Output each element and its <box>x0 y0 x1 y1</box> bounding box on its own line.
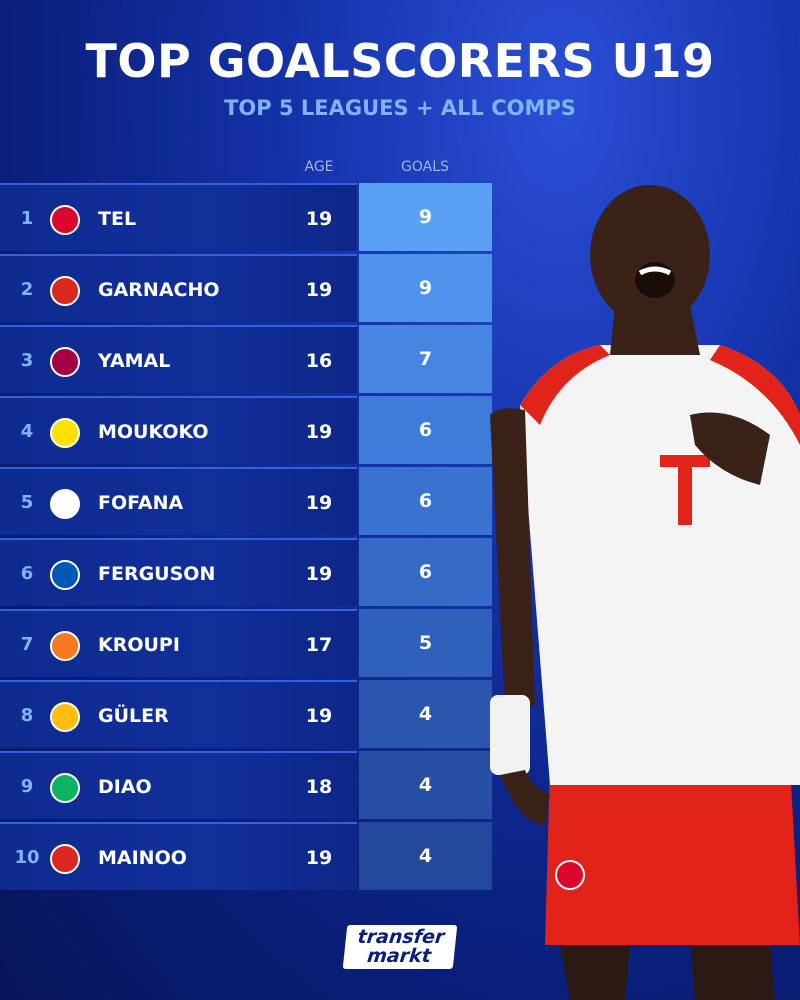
rank-number: 8 <box>20 705 34 726</box>
rank-number: 5 <box>20 492 34 513</box>
goals-cell: 6 <box>359 538 492 606</box>
goals-cell: 6 <box>359 396 492 464</box>
logo-text-markt: markt <box>366 945 433 967</box>
row-main-cell: 5 FOFANA 19 <box>0 467 357 535</box>
table-row: 1 TEL 19 9 <box>0 183 492 251</box>
row-main-cell: 10 MAINOO 19 <box>0 822 357 890</box>
player-goals: 4 <box>418 774 433 796</box>
rank-number: 2 <box>20 279 34 300</box>
lorient-crest-icon <box>50 631 80 661</box>
player-goals: 7 <box>418 348 433 370</box>
brighton-crest-icon <box>50 560 80 590</box>
player-goals: 9 <box>418 277 433 299</box>
row-main-cell: 8 GÜLER 19 <box>0 680 357 748</box>
player-name: GÜLER <box>98 705 169 727</box>
player-name: DIAO <box>98 776 152 798</box>
table-row: 4 MOUKOKO 19 6 <box>0 396 492 464</box>
column-header-goals: GOALS <box>401 159 449 175</box>
rank-number: 3 <box>20 350 34 371</box>
goals-cell: 6 <box>359 467 492 535</box>
player-age: 19 <box>305 279 333 301</box>
page-title: TOP GOALSCORERS U19 <box>85 34 715 88</box>
goals-cell: 7 <box>359 325 492 393</box>
table-row: 2 GARNACHO 19 9 <box>0 254 492 322</box>
goals-cell: 9 <box>359 183 492 251</box>
player-age: 16 <box>305 350 333 372</box>
table-row: 6 FERGUSON 19 6 <box>0 538 492 606</box>
table-row: 10 MAINOO 19 4 <box>0 822 492 890</box>
player-name: FOFANA <box>98 492 184 514</box>
player-name: MOUKOKO <box>98 421 209 443</box>
dortmund-crest-icon <box>50 418 80 448</box>
rank-number: 9 <box>20 776 34 797</box>
row-main-cell: 1 TEL 19 <box>0 183 357 251</box>
player-name: MAINOO <box>98 847 187 869</box>
man-utd-crest-icon <box>50 844 80 874</box>
table-row: 5 FOFANA 19 6 <box>0 467 492 535</box>
rank-number: 7 <box>20 634 34 655</box>
player-goals: 4 <box>418 845 433 867</box>
goals-cell: 4 <box>359 680 492 748</box>
player-age: 19 <box>305 421 333 443</box>
player-goals: 6 <box>418 561 433 583</box>
player-goals: 6 <box>418 419 433 441</box>
betis-crest-icon <box>50 773 80 803</box>
column-header-age: AGE <box>304 159 334 175</box>
scorers-table: 1 TEL 19 9 2 GARNACHO 19 9 3 YAMAL 16 7 4 MOUKOKO 19 6 5… <box>0 183 492 893</box>
player-age: 19 <box>305 492 333 514</box>
player-age: 17 <box>305 634 333 656</box>
player-age: 19 <box>305 847 333 869</box>
row-main-cell: 3 YAMAL 16 <box>0 325 357 393</box>
player-age: 19 <box>305 208 333 230</box>
player-goals: 9 <box>418 206 433 228</box>
man-utd-crest-icon <box>50 276 80 306</box>
player-name: FERGUSON <box>98 563 216 585</box>
player-goals: 5 <box>418 632 433 654</box>
player-age: 19 <box>305 563 333 585</box>
player-photo <box>490 185 800 1000</box>
rank-number: 4 <box>20 421 34 442</box>
player-name: YAMAL <box>98 350 171 372</box>
lyon-crest-icon <box>50 489 80 519</box>
player-age: 19 <box>305 705 333 727</box>
row-main-cell: 7 KROUPI 17 <box>0 609 357 677</box>
table-row: 3 YAMAL 16 7 <box>0 325 492 393</box>
rank-number: 1 <box>20 208 34 229</box>
player-goals: 4 <box>418 703 433 725</box>
table-row: 9 DIAO 18 4 <box>0 751 492 819</box>
bayern-crest-icon <box>50 205 80 235</box>
row-main-cell: 4 MOUKOKO 19 <box>0 396 357 464</box>
barcelona-crest-icon <box>50 347 80 377</box>
table-row: 8 GÜLER 19 4 <box>0 680 492 748</box>
player-name: GARNACHO <box>98 279 220 301</box>
goals-cell: 9 <box>359 254 492 322</box>
row-main-cell: 9 DIAO 18 <box>0 751 357 819</box>
transfermarkt-logo: transfer markt <box>342 925 458 969</box>
real-madrid-crest-icon <box>50 702 80 732</box>
row-main-cell: 6 FERGUSON 19 <box>0 538 357 606</box>
player-name: KROUPI <box>98 634 180 656</box>
player-age: 18 <box>305 776 333 798</box>
page-subtitle: TOP 5 LEAGUES + ALL COMPS <box>224 96 576 120</box>
rank-number: 6 <box>20 563 34 584</box>
goals-cell: 4 <box>359 822 492 890</box>
table-row: 7 KROUPI 17 5 <box>0 609 492 677</box>
player-name: TEL <box>98 208 137 230</box>
player-goals: 6 <box>418 490 433 512</box>
goals-cell: 4 <box>359 751 492 819</box>
rank-number: 10 <box>14 847 40 868</box>
row-main-cell: 2 GARNACHO 19 <box>0 254 357 322</box>
goals-cell: 5 <box>359 609 492 677</box>
